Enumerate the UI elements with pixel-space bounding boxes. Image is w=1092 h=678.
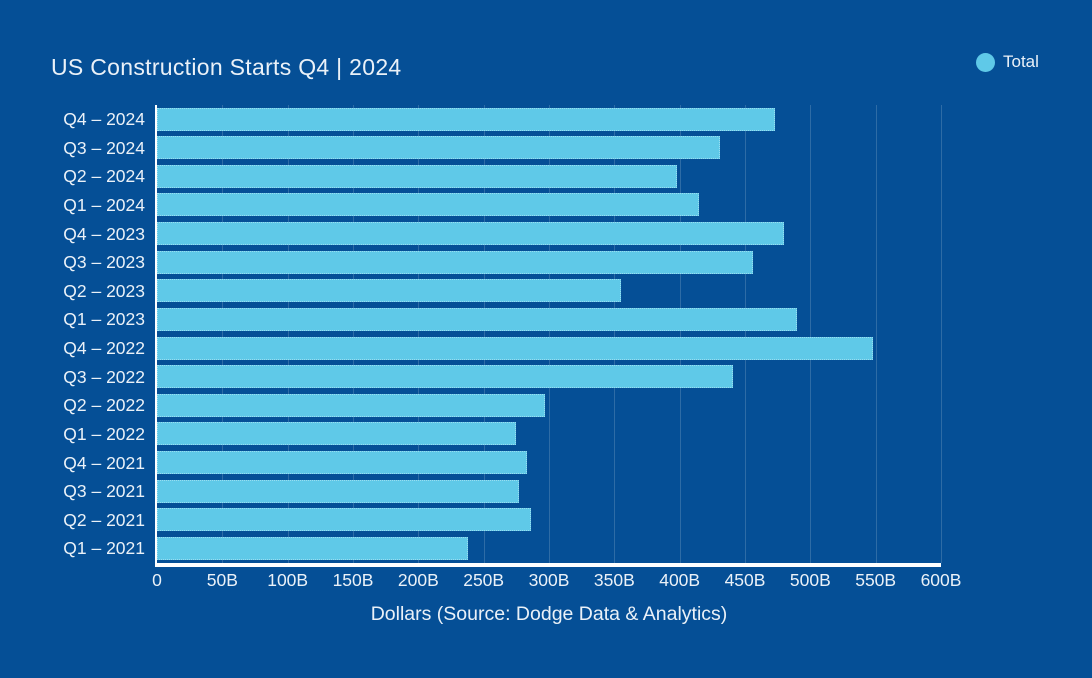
bar-row: Q3 – 2021 bbox=[63, 477, 941, 506]
x-axis-line bbox=[155, 563, 941, 567]
bar-q1-2023 bbox=[157, 307, 798, 331]
bar-row: Q2 – 2021 bbox=[63, 506, 941, 535]
y-axis-label: Q4 – 2022 bbox=[63, 338, 145, 358]
bar-row: Q4 – 2024 bbox=[63, 105, 941, 134]
x-tick-label: 100B bbox=[267, 570, 309, 590]
x-tick-label: 600B bbox=[920, 570, 962, 590]
gridline bbox=[287, 105, 289, 563]
y-axis-label: Q4 – 2023 bbox=[63, 223, 145, 244]
plot-area: Q4 – 2024 Q3 – 2024 Q2 – 2024 Q1 – 2024 Q4 –… bbox=[63, 105, 961, 625]
x-tick-label: 150B bbox=[332, 570, 374, 590]
gridline bbox=[222, 105, 224, 563]
legend-label: Total bbox=[1003, 52, 1039, 71]
bar-q1-2024 bbox=[157, 193, 700, 217]
bar-q3-2024 bbox=[157, 136, 721, 160]
bar-rows: Q4 – 2024 Q3 – 2024 Q2 – 2024 Q1 – 2024 Q4 –… bbox=[63, 105, 941, 563]
x-tick-label: 50B bbox=[206, 570, 238, 590]
bar-row: Q1 – 2024 bbox=[63, 191, 941, 220]
bar-row: Q2 – 2023 bbox=[63, 277, 941, 306]
bar-q1-2021 bbox=[157, 536, 468, 560]
bar-row: Q2 – 2024 bbox=[63, 162, 941, 191]
bar-q2-2022 bbox=[157, 393, 546, 417]
gridline bbox=[875, 105, 877, 563]
bar-q4-2021 bbox=[157, 451, 527, 474]
x-tick-label: 450B bbox=[724, 570, 766, 590]
y-axis-label: Q2 – 2024 bbox=[63, 166, 145, 187]
y-axis-label: Q4 – 2021 bbox=[63, 452, 145, 473]
bar-row: Q3 – 2022 bbox=[63, 363, 941, 392]
bar-row: Q3 – 2023 bbox=[63, 248, 941, 277]
bar-q2-2021 bbox=[157, 508, 531, 532]
y-axis-label: Q1 – 2021 bbox=[63, 538, 145, 559]
bar-row: Q4 – 2022 bbox=[63, 334, 941, 363]
x-tick-label: 300B bbox=[528, 570, 570, 590]
bar-row: Q2 – 2022 bbox=[63, 391, 941, 420]
gridline bbox=[745, 105, 746, 563]
x-tick-label: 400B bbox=[659, 570, 701, 590]
bar-q4-2024 bbox=[157, 107, 776, 131]
gridline bbox=[418, 105, 420, 563]
y-axis-line bbox=[155, 105, 157, 565]
gridline bbox=[810, 105, 812, 563]
bar-q4-2022 bbox=[157, 336, 874, 360]
x-tick-label: 350B bbox=[593, 570, 635, 590]
gridline bbox=[941, 105, 942, 563]
y-axis-label: Q1 – 2023 bbox=[63, 309, 145, 330]
legend-item-total[interactable]: Total bbox=[976, 52, 1039, 72]
gridlines bbox=[157, 105, 942, 563]
x-tick-label: 550B bbox=[855, 570, 897, 590]
y-axis-label: Q3 – 2022 bbox=[63, 366, 145, 387]
bar-q3-2021 bbox=[157, 479, 519, 503]
bar-row: Q1 – 2021 bbox=[63, 534, 941, 563]
gridline bbox=[549, 105, 550, 563]
x-axis-title: Dollars (Source: Dodge Data & Analytics) bbox=[370, 603, 728, 625]
y-axis-label: Q2 – 2021 bbox=[63, 509, 145, 530]
y-axis-label: Q4 – 2024 bbox=[63, 109, 145, 129]
bar-q3-2022 bbox=[157, 365, 734, 389]
y-axis-label: Q3 – 2023 bbox=[63, 252, 145, 273]
gridline bbox=[614, 105, 616, 563]
bar-q3-2023 bbox=[157, 250, 753, 274]
bar-row: Q4 – 2023 bbox=[63, 220, 941, 249]
bar-q2-2023 bbox=[157, 279, 621, 303]
bar-row: Q1 – 2023 bbox=[63, 305, 941, 334]
y-axis-label: Q1 – 2022 bbox=[63, 423, 145, 444]
bar-q1-2022 bbox=[157, 422, 517, 446]
legend-marker-icon bbox=[976, 52, 995, 72]
y-axis-label: Q1 – 2024 bbox=[63, 194, 145, 215]
y-axis-label: Q2 – 2022 bbox=[63, 395, 145, 416]
x-tick-label: 250B bbox=[463, 570, 505, 590]
gridline bbox=[483, 105, 485, 563]
y-axis-label: Q3 – 2024 bbox=[63, 137, 145, 158]
x-tick-label: 200B bbox=[397, 570, 439, 590]
y-axis-label: Q2 – 2023 bbox=[63, 280, 145, 301]
chart-title: US Construction Starts Q4 | 2024 bbox=[51, 54, 402, 80]
bar-row: Q1 – 2022 bbox=[63, 420, 941, 449]
gridline bbox=[679, 105, 681, 563]
bar-q2-2024 bbox=[157, 164, 678, 188]
x-axis-ticks: 0 50B 100B 150B 200B 250B 300B 350B 400B 450B 500B… bbox=[152, 570, 961, 592]
x-tick-label: 0 bbox=[152, 570, 162, 590]
bar-row: Q4 – 2021 bbox=[63, 449, 941, 478]
y-axis-label: Q3 – 2021 bbox=[63, 481, 145, 502]
x-tick-label: 500B bbox=[789, 570, 831, 590]
bar-q4-2023 bbox=[157, 222, 785, 245]
gridline bbox=[353, 105, 354, 563]
bar-row: Q3 – 2024 bbox=[63, 134, 941, 163]
